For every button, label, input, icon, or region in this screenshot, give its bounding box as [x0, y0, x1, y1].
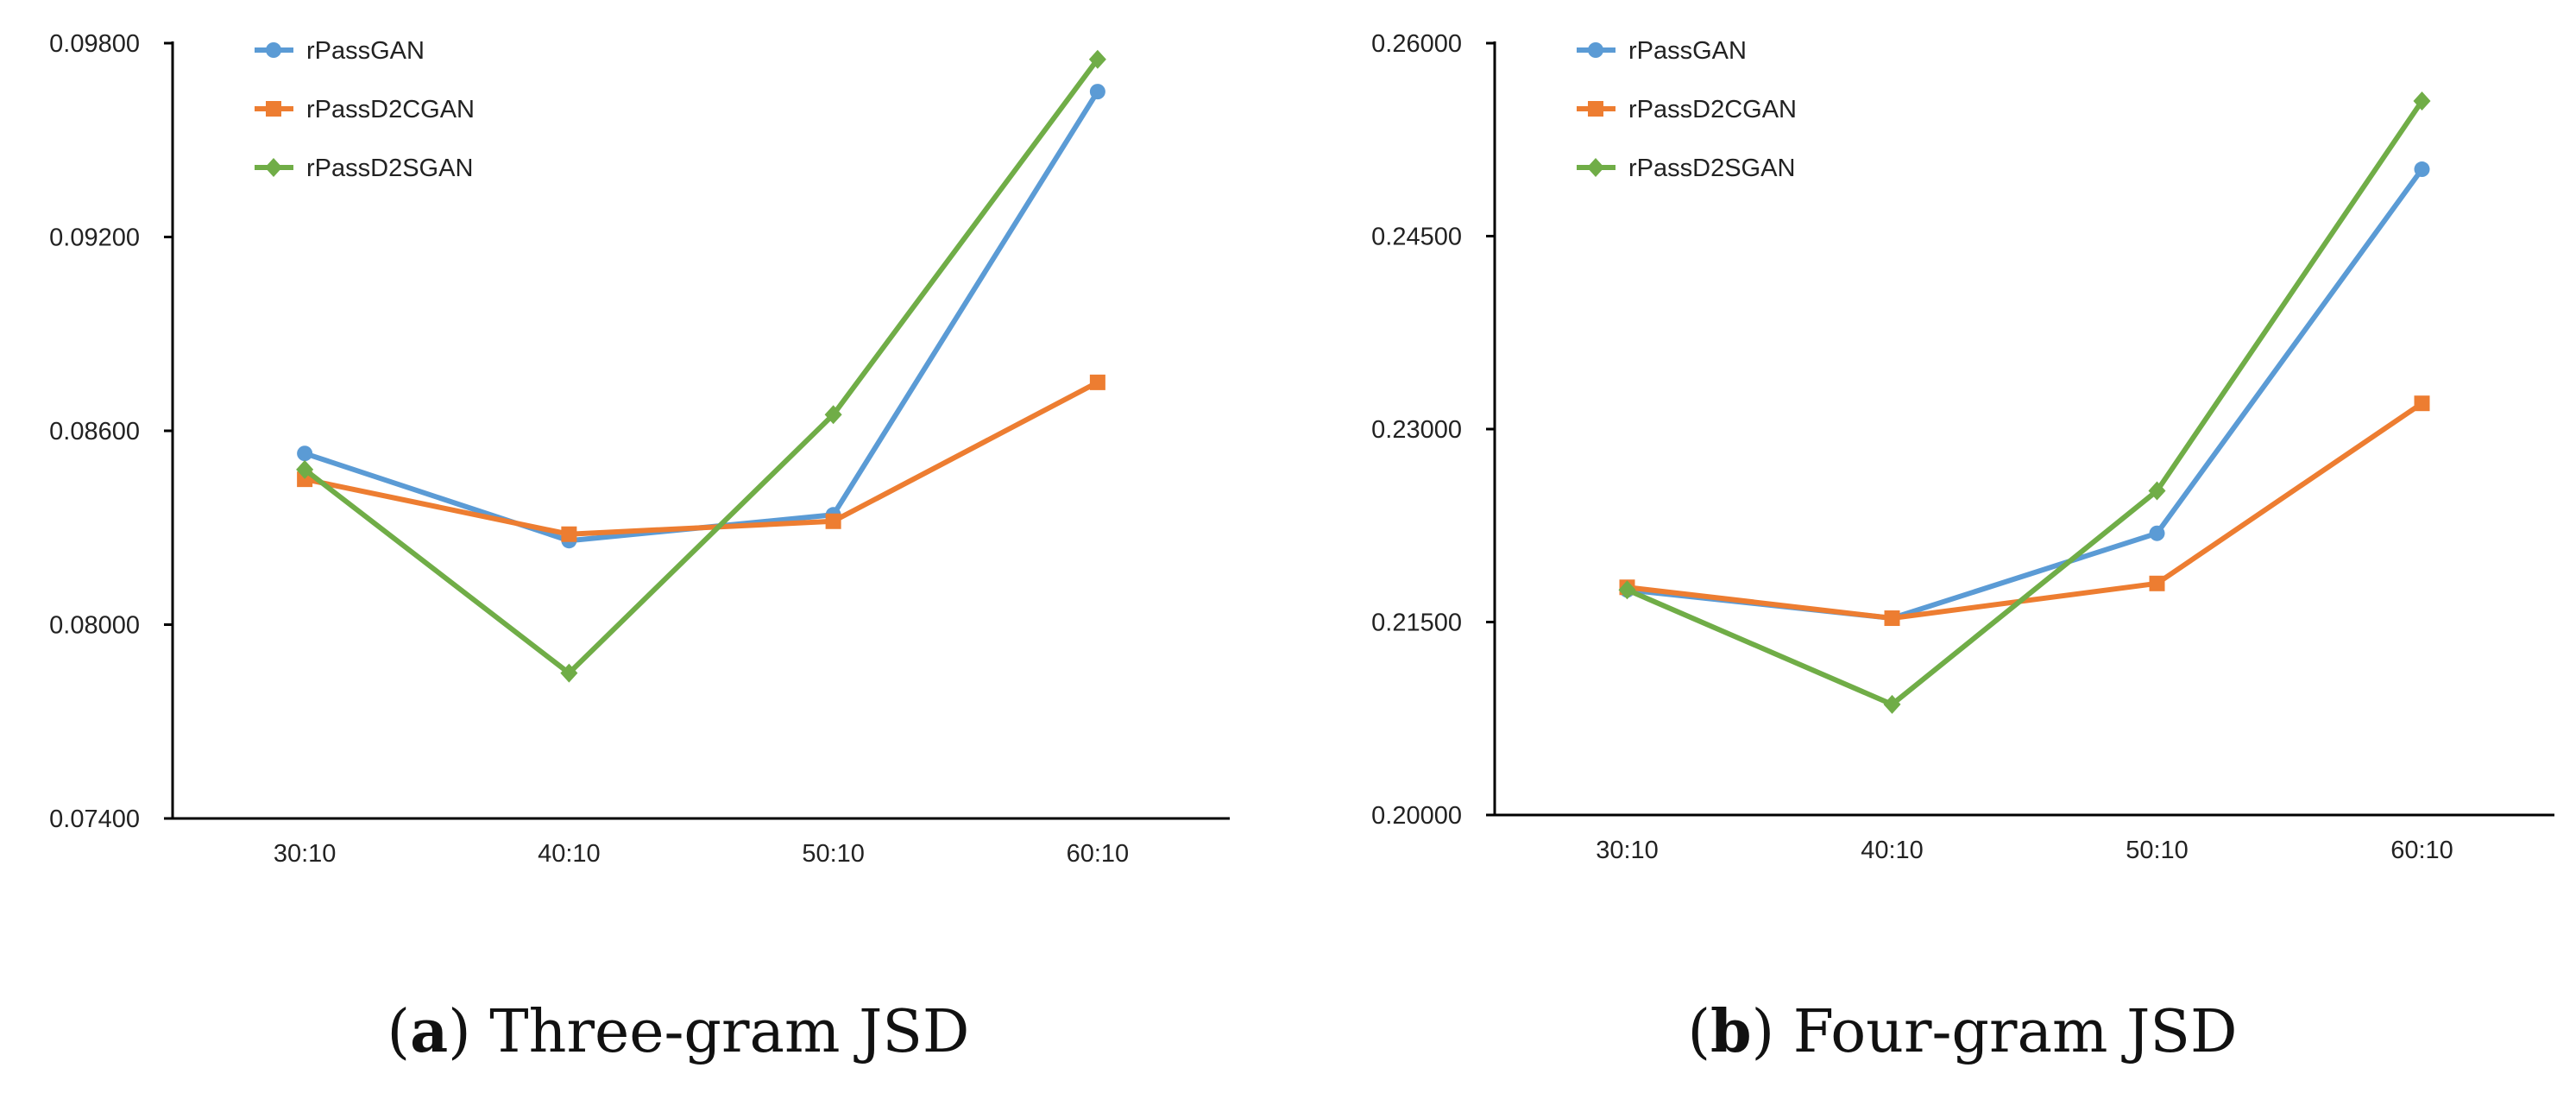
y-tick-label: 0.08000 — [49, 612, 140, 640]
x-tick-label: 30:10 — [1596, 837, 1659, 864]
caption-b: (b) Four-gram JSD — [1688, 997, 2238, 1066]
marker-rPassD2SGAN — [1618, 580, 1636, 600]
x-tick-label: 60:10 — [2390, 837, 2453, 864]
marker-legend-rPassD2CGAN — [266, 101, 281, 117]
x-tick-label: 50:10 — [802, 840, 865, 868]
caption-a: (a) Three-gram JSD — [387, 997, 970, 1066]
x-tick-label: 60:10 — [1067, 840, 1130, 868]
x-tick-label: 50:10 — [2126, 837, 2189, 864]
y-tick-label: 0.24500 — [1371, 224, 1462, 251]
y-tick-label: 0.09800 — [49, 30, 140, 58]
x-tick-label: 40:10 — [538, 840, 601, 868]
marker-legend-rPassD2CGAN — [1588, 101, 1603, 117]
x-tick-label: 30:10 — [274, 840, 337, 868]
y-tick-label: 0.20000 — [1371, 802, 1462, 830]
series-rPassD2CGAN — [297, 374, 1105, 542]
marker-rPassD2CGAN — [561, 526, 577, 542]
chart-four-gram-jsd: 0.20000 0.21500 0.23000 0.24500 0.26000 30:10… — [1371, 30, 2554, 864]
caption-a-text: Three-gram JSD — [489, 998, 969, 1066]
y-tick-label: 0.09200 — [49, 224, 140, 252]
legend: rPassGAN rPassD2CGAN rPassD2SGAN — [255, 37, 475, 182]
marker-legend-rPassD2SGAN — [265, 158, 282, 177]
legend-label-rPassGAN: rPassGAN — [1628, 37, 1747, 65]
marker-rPassGAN — [2149, 525, 2165, 541]
marker-legend-rPassD2SGAN — [1587, 158, 1604, 177]
series-line-rPassD2SGAN — [1626, 99, 2424, 707]
chart-three-gram-jsd: 0.07400 0.08000 0.08600 0.09200 0.09800 30:10… — [49, 30, 1230, 868]
series-line-rPassD2SGAN — [303, 57, 1100, 676]
y-tick-label: 0.07400 — [49, 806, 140, 833]
marker-rPassD2SGAN — [1088, 49, 1106, 69]
series-rPassGAN — [297, 84, 1105, 549]
marker-rPassGAN — [1089, 84, 1105, 100]
series-rPassD2SGAN — [296, 49, 1106, 683]
series-line-rPassGAN — [1627, 167, 2424, 622]
series-rPassD2CGAN — [1619, 395, 2430, 627]
x-tick-label: 40:10 — [1861, 837, 1924, 864]
legend-label-rPassD2SGAN: rPassD2SGAN — [306, 155, 473, 182]
legend-label-rPassD2SGAN: rPassD2SGAN — [1628, 155, 1795, 182]
legend-label-rPassD2CGAN: rPassD2CGAN — [306, 96, 475, 123]
marker-rPassD2SGAN — [1883, 694, 1901, 714]
legend-label-rPassGAN: rPassGAN — [306, 37, 425, 65]
legend-label-rPassD2CGAN: rPassD2CGAN — [1628, 96, 1797, 123]
y-tick-label: 0.08600 — [49, 418, 140, 445]
marker-legend-rPassGAN — [1588, 42, 1603, 58]
series-line-rPassD2CGAN — [304, 380, 1099, 537]
marker-legend-rPassGAN — [266, 42, 281, 58]
caption-b-label: b — [1710, 997, 1752, 1066]
marker-rPassD2CGAN — [1089, 374, 1105, 390]
series-line-rPassD2CGAN — [1627, 401, 2424, 622]
marker-rPassD2SGAN — [296, 459, 314, 479]
marker-rPassD2CGAN — [825, 513, 841, 529]
y-tick-label: 0.21500 — [1371, 610, 1462, 637]
series-rPassGAN — [1619, 161, 2430, 627]
marker-rPassD2SGAN — [2413, 92, 2431, 111]
caption-a-label: a — [410, 997, 448, 1066]
marker-rPassD2SGAN — [560, 663, 578, 683]
marker-rPassD2CGAN — [2149, 575, 2165, 591]
y-tick-label: 0.23000 — [1371, 416, 1462, 444]
marker-rPassD2CGAN — [1884, 610, 1900, 627]
marker-rPassD2SGAN — [824, 405, 842, 425]
caption-b-text: Four-gram JSD — [1793, 998, 2238, 1066]
legend: rPassGAN rPassD2CGAN rPassD2SGAN — [1577, 37, 1797, 182]
series-rPassD2SGAN — [1618, 92, 2431, 714]
y-tick-label: 0.26000 — [1371, 30, 1462, 58]
marker-rPassGAN — [297, 445, 313, 462]
marker-rPassD2SGAN — [2148, 481, 2166, 501]
marker-rPassGAN — [2414, 161, 2430, 178]
marker-rPassD2CGAN — [2414, 395, 2430, 412]
